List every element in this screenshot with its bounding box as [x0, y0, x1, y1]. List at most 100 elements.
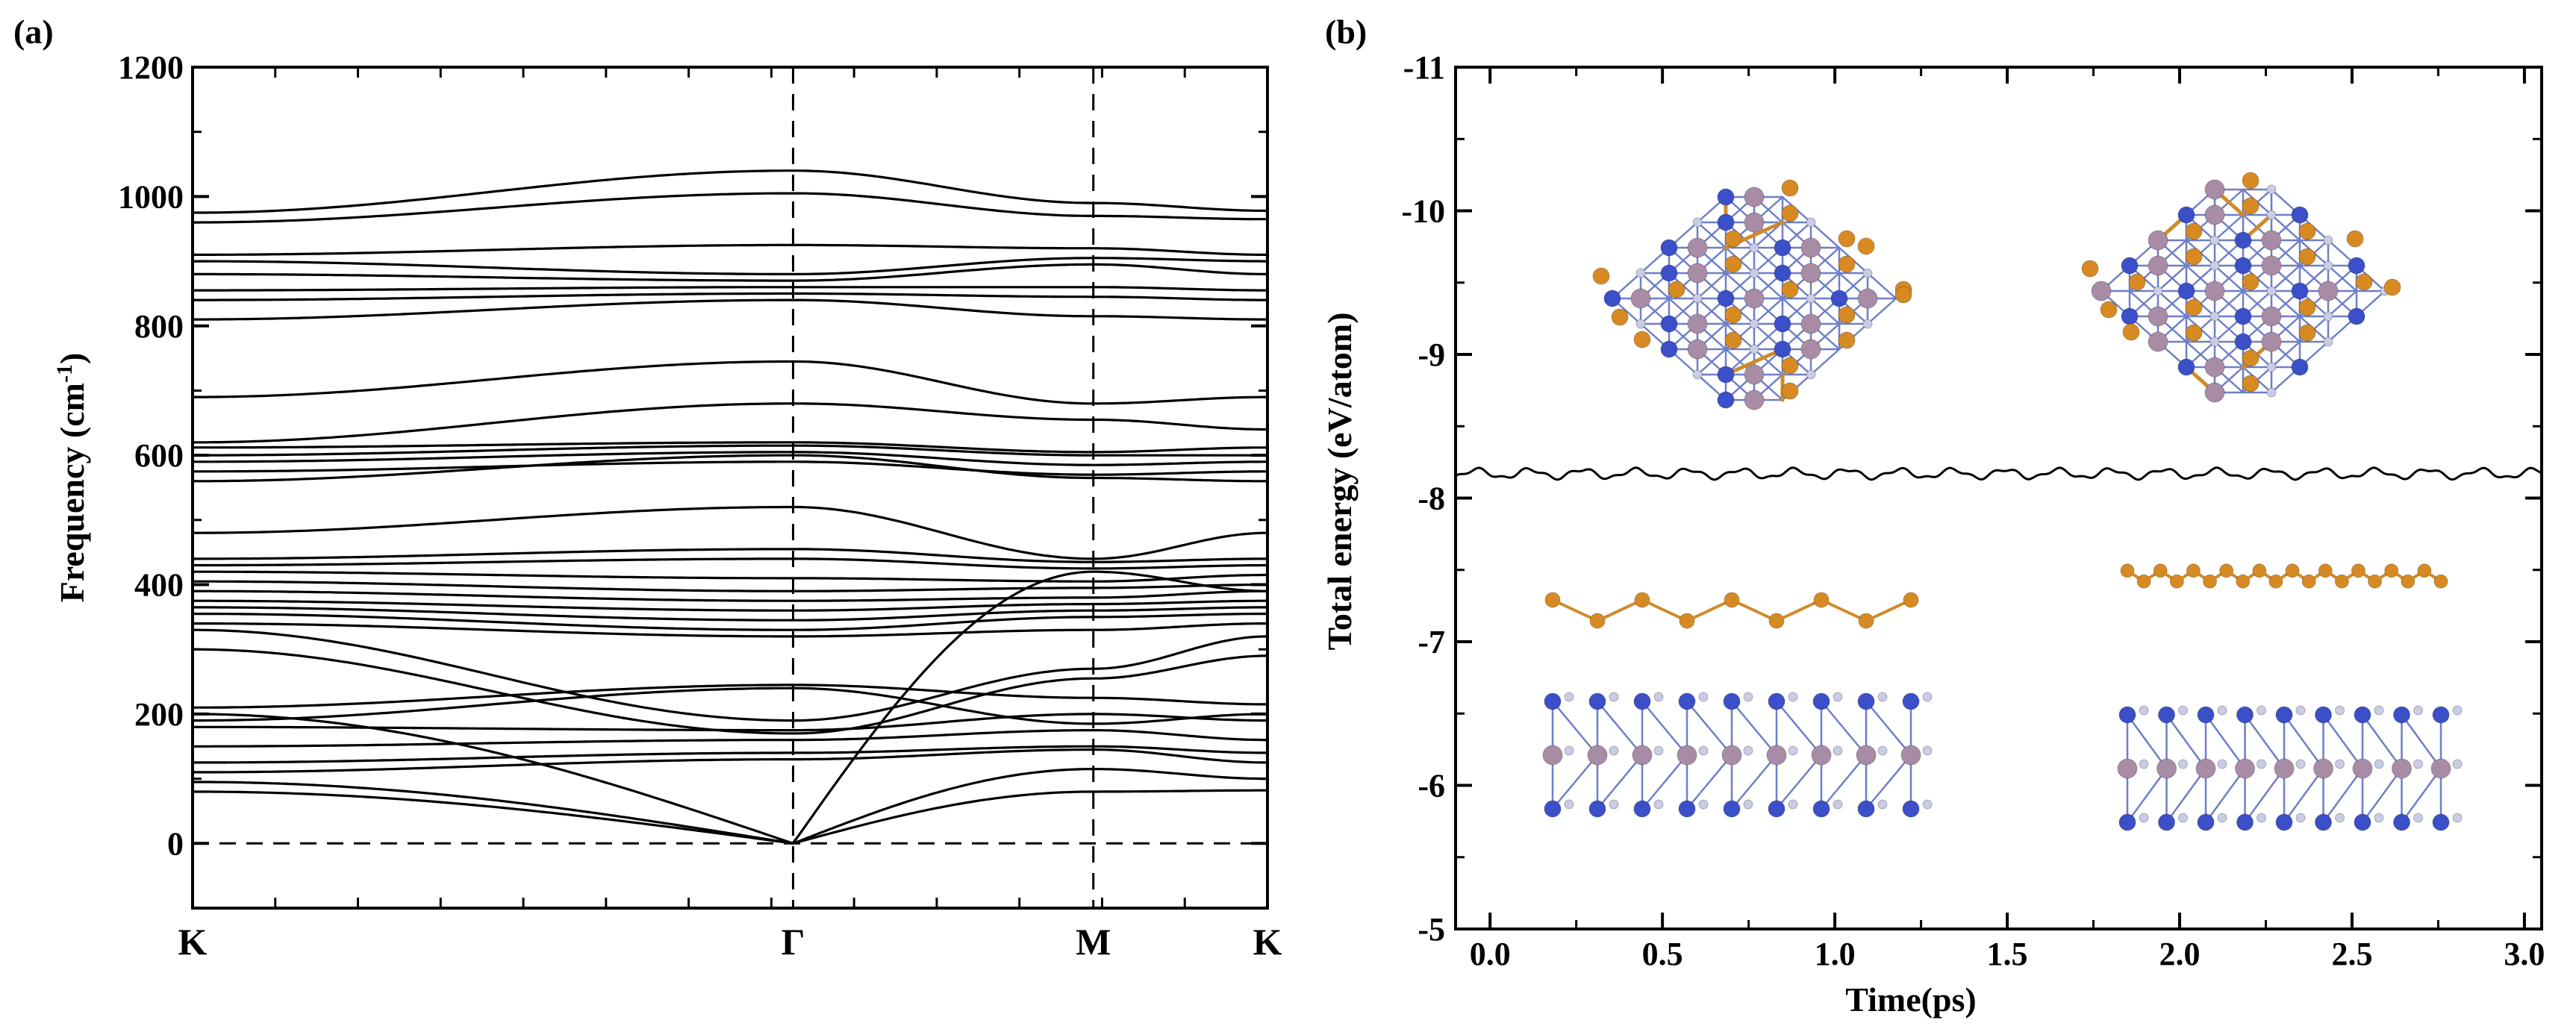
x-tick-label: 2.0 — [2159, 936, 2201, 972]
bond — [1551, 598, 1599, 622]
layer-atom — [2117, 758, 2138, 779]
hydrogen-atom — [2257, 705, 2266, 716]
structure-top-view-right — [2081, 172, 2401, 403]
panel-a: Frequency (cm-1) 0 200 400 600 800 1000 1200 K Γ… — [52, 49, 1282, 963]
bond — [1685, 754, 1733, 810]
band-b15 — [193, 599, 1267, 612]
nitrogen-atom — [2348, 257, 2366, 275]
layer-atom — [1678, 692, 1696, 710]
hydrogen-atom — [1749, 344, 1759, 354]
layer-atom — [1902, 692, 1920, 710]
band-b25 — [193, 444, 1267, 457]
panel-a-frame — [191, 66, 1269, 910]
nitrogen-atom — [2291, 282, 2309, 300]
boron-atom — [1744, 390, 1765, 410]
hydrogen-atom — [1743, 745, 1753, 756]
hydrogen-atom — [2139, 705, 2149, 716]
hydrogen-atom — [2257, 759, 2266, 769]
nitrogen-atom — [2121, 307, 2139, 325]
boron-atom — [2148, 255, 2168, 276]
hydrogen-atom — [2335, 705, 2345, 716]
hydrogen-atom — [2217, 759, 2227, 769]
hydrogen-atom — [1609, 692, 1619, 702]
layer-atom — [2432, 813, 2450, 831]
bond — [1639, 297, 1671, 325]
phosphorus-atom — [2185, 248, 2203, 266]
hydrogen-atom — [2209, 311, 2220, 322]
band-b19 — [193, 557, 1267, 570]
layer-atom — [2432, 706, 2450, 724]
phosphorus-atom — [1724, 331, 1742, 349]
nitrogen-atom — [2177, 358, 2195, 376]
band-b35 — [193, 192, 1267, 224]
bond — [2401, 767, 2442, 824]
hydrogen-atom — [1635, 268, 1646, 278]
phosphorus-atom — [2383, 278, 2401, 296]
band-b5 — [193, 745, 1267, 764]
band-b13 — [192, 612, 1268, 631]
hydrogen-atom — [1749, 268, 1759, 278]
hydrogen-atom — [2209, 260, 2220, 271]
nitrogen-atom — [1603, 290, 1621, 307]
layer-atom — [2158, 813, 2175, 831]
bond — [1596, 700, 1644, 757]
layer-atom — [1723, 692, 1741, 710]
boron-atom — [2148, 230, 2168, 251]
nitrogen-atom — [1830, 290, 1848, 307]
phosphorus-atom — [2298, 222, 2316, 240]
panel-a-label: (a) — [13, 13, 54, 51]
panel-b-frame — [1454, 66, 2543, 930]
phosphorus-atom — [2242, 273, 2260, 291]
layer-atom — [2274, 758, 2295, 779]
bond — [1730, 754, 1778, 810]
y-tick-label: -10 — [1401, 193, 1445, 230]
phosphorus-atom — [1781, 179, 1799, 197]
bond — [2361, 713, 2403, 770]
bond — [1866, 297, 1897, 325]
panel-a-ylabel-close: ) — [53, 353, 91, 364]
layer-atom — [1632, 745, 1653, 766]
bond — [2165, 767, 2207, 824]
hydrogen-atom — [2295, 813, 2306, 823]
bond — [2361, 767, 2403, 824]
bond — [2204, 767, 2246, 824]
bond — [1820, 700, 1868, 757]
layer-atom — [1544, 692, 1562, 710]
bond — [2322, 713, 2364, 770]
hydrogen-atom — [1788, 692, 1798, 702]
bond — [2213, 213, 2245, 242]
bond — [1775, 700, 1823, 757]
layer-atom — [1633, 800, 1651, 818]
hydrogen-atom — [1743, 692, 1753, 702]
hydrogen-atom — [1749, 243, 1759, 253]
hydrogen-atom — [2153, 286, 2163, 296]
boron-atom — [1744, 288, 1765, 309]
boron-atom — [2148, 306, 2168, 327]
layer-atom — [2156, 758, 2177, 779]
boron-atom — [2091, 281, 2112, 301]
boron-atom — [1744, 187, 1765, 207]
x-tick-label: 1.5 — [1987, 936, 2028, 972]
layer-atom — [1678, 800, 1696, 818]
band-b8 — [193, 686, 1267, 725]
y-tick-label: 200 — [134, 696, 184, 733]
hydrogen-atom — [1698, 799, 1709, 810]
hydrogen-atom — [1564, 799, 1574, 810]
energy-curve — [1455, 466, 2542, 481]
bond — [1641, 754, 1688, 810]
bond — [1753, 221, 1784, 249]
hydrogen-atom — [2139, 813, 2149, 823]
bond — [2322, 767, 2364, 824]
hydrogen-atom — [1806, 293, 1816, 304]
hydrogen-atom — [1609, 745, 1619, 756]
boron-atom — [1687, 339, 1708, 360]
band-b30 — [193, 292, 1267, 301]
y-tick-label: 1200 — [118, 49, 184, 86]
band-TA — [193, 768, 1267, 845]
layer-atom — [2195, 758, 2216, 779]
hydrogen-atom — [1833, 692, 1843, 702]
phosphorus-atom — [1592, 267, 1610, 285]
panel-b-xlabel: Time(ps) — [1845, 980, 1977, 1019]
phosphorus-atom — [2128, 273, 2146, 291]
